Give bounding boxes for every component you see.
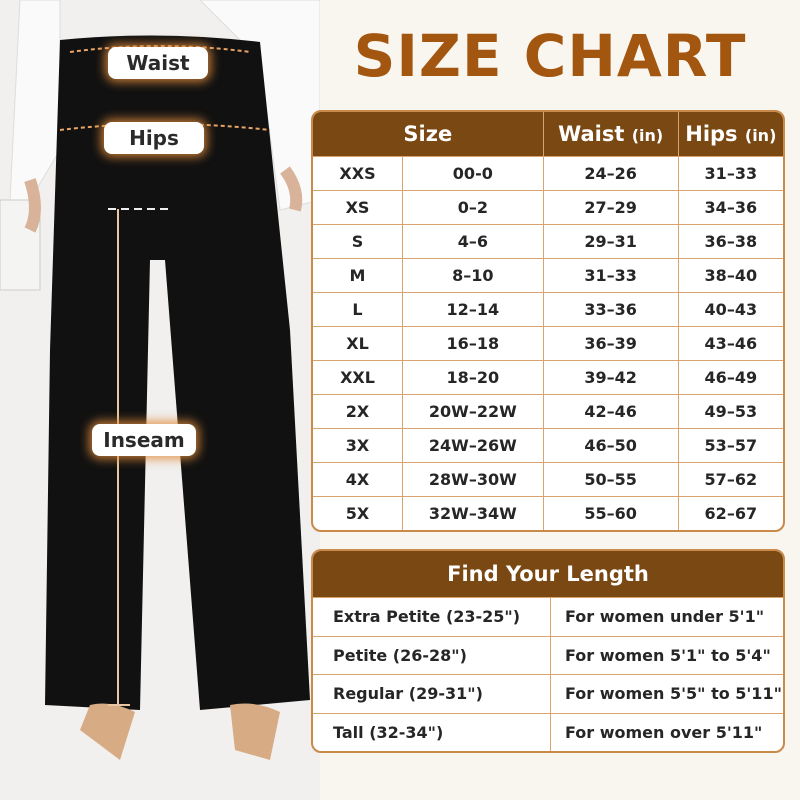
unit-label: (in) (744, 126, 777, 145)
hips-cell: 34–36 (677, 190, 783, 224)
height-cell: For women under 5'1" (550, 597, 783, 636)
length-cell: Regular (29-31") (313, 674, 550, 713)
inseam-label: Inseam (92, 424, 196, 456)
hips-cell: 62–67 (677, 496, 783, 530)
hips-cell: 53–57 (677, 428, 783, 462)
hips-cell: 40–43 (677, 292, 783, 326)
us-size-cell: 0–2 (402, 190, 543, 224)
us-size-cell: 16–18 (402, 326, 543, 360)
size-cell: S (313, 224, 402, 258)
length-row: Petite (26-28") For women 5'1" to 5'4" (313, 635, 783, 675)
us-size-cell: 4–6 (402, 224, 543, 258)
us-size-cell: 28W–30W (402, 462, 543, 496)
size-cell: XS (313, 190, 402, 224)
size-row: M 8–10 31–33 38–40 (313, 258, 783, 292)
size-row: XXL 18–20 39–42 46–49 (313, 360, 783, 394)
size-cell: 5X (313, 496, 402, 530)
waist-cell: 36–39 (542, 326, 678, 360)
size-cell: 4X (313, 462, 402, 496)
size-cell: 3X (313, 428, 402, 462)
length-header: Find Your Length (313, 551, 783, 597)
length-row: Regular (29-31") For women 5'5" to 5'11" (313, 674, 783, 713)
waist-cell: 39–42 (542, 360, 678, 394)
waist-cell: 50–55 (542, 462, 678, 496)
length-row: Extra Petite (23-25") For women under 5'1… (313, 597, 783, 636)
size-row: XXS 00-0 24–26 31–33 (313, 156, 783, 190)
hips-cell: 43–46 (677, 326, 783, 360)
us-size-cell: 20W–22W (402, 394, 543, 428)
height-cell: For women 5'1" to 5'4" (550, 635, 783, 674)
us-size-cell: 18–20 (402, 360, 543, 394)
waist-cell: 31–33 (542, 258, 678, 292)
waist-cell: 46–50 (542, 428, 678, 462)
hips-header-label: Hips (685, 122, 738, 146)
size-cell: 2X (313, 394, 402, 428)
length-row: Tall (32-34") For women over 5'11" (313, 712, 783, 752)
page-title: SIZE CHART (353, 22, 747, 90)
waist-header: Waist (in) (542, 112, 678, 156)
hips-cell: 57–62 (677, 462, 783, 496)
waist-cell: 24–26 (542, 156, 678, 190)
us-size-cell: 8–10 (402, 258, 543, 292)
length-table: Find Your Length Extra Petite (23-25") Fo… (311, 549, 785, 753)
model-pants-photo (0, 0, 320, 800)
height-cell: For women over 5'11" (550, 712, 783, 751)
size-row: 2X 20W–22W 42–46 49–53 (313, 394, 783, 428)
hips-cell: 38–40 (677, 258, 783, 292)
waist-cell: 42–46 (542, 394, 678, 428)
size-row: XL 16–18 36–39 43–46 (313, 326, 783, 360)
size-row: L 12–14 33–36 40–43 (313, 292, 783, 326)
size-row: 4X 28W–30W 50–55 57–62 (313, 462, 783, 496)
hips-label: Hips (104, 122, 204, 154)
waist-cell: 55–60 (542, 496, 678, 530)
size-row: S 4–6 29–31 36–38 (313, 224, 783, 258)
hips-cell: 49–53 (677, 394, 783, 428)
waist-label: Waist (108, 47, 208, 79)
length-cell: Extra Petite (23-25") (313, 597, 550, 636)
size-cell: L (313, 292, 402, 326)
hips-cell: 46–49 (677, 360, 783, 394)
waist-header-label: Waist (558, 122, 625, 146)
waist-cell: 33–36 (542, 292, 678, 326)
hips-header: Hips (in) (677, 112, 783, 156)
length-cell: Petite (26-28") (313, 635, 550, 675)
hips-cell: 36–38 (677, 224, 783, 258)
us-size-cell: 32W–34W (402, 496, 543, 530)
us-size-cell: 24W–26W (402, 428, 543, 462)
size-header: Size (313, 112, 543, 156)
length-cell: Tall (32-34") (313, 712, 550, 752)
waist-cell: 29–31 (542, 224, 678, 258)
unit-label: (in) (631, 126, 664, 145)
hips-cell: 31–33 (677, 156, 783, 190)
waist-cell: 27–29 (542, 190, 678, 224)
us-size-cell: 12–14 (402, 292, 543, 326)
height-cell: For women 5'5" to 5'11" (550, 674, 783, 713)
size-cell: M (313, 258, 402, 292)
size-cell: XL (313, 326, 402, 360)
size-cell: XXL (313, 360, 402, 394)
size-cell: XXS (313, 156, 402, 190)
size-table: Size Waist (in) Hips (in) XXS 00-0 24–26 31… (311, 110, 785, 532)
size-row: XS 0–2 27–29 34–36 (313, 190, 783, 224)
us-size-cell: 00-0 (402, 156, 543, 190)
size-row: 5X 32W–34W 55–60 62–67 (313, 496, 783, 530)
size-row: 3X 24W–26W 46–50 53–57 (313, 428, 783, 462)
